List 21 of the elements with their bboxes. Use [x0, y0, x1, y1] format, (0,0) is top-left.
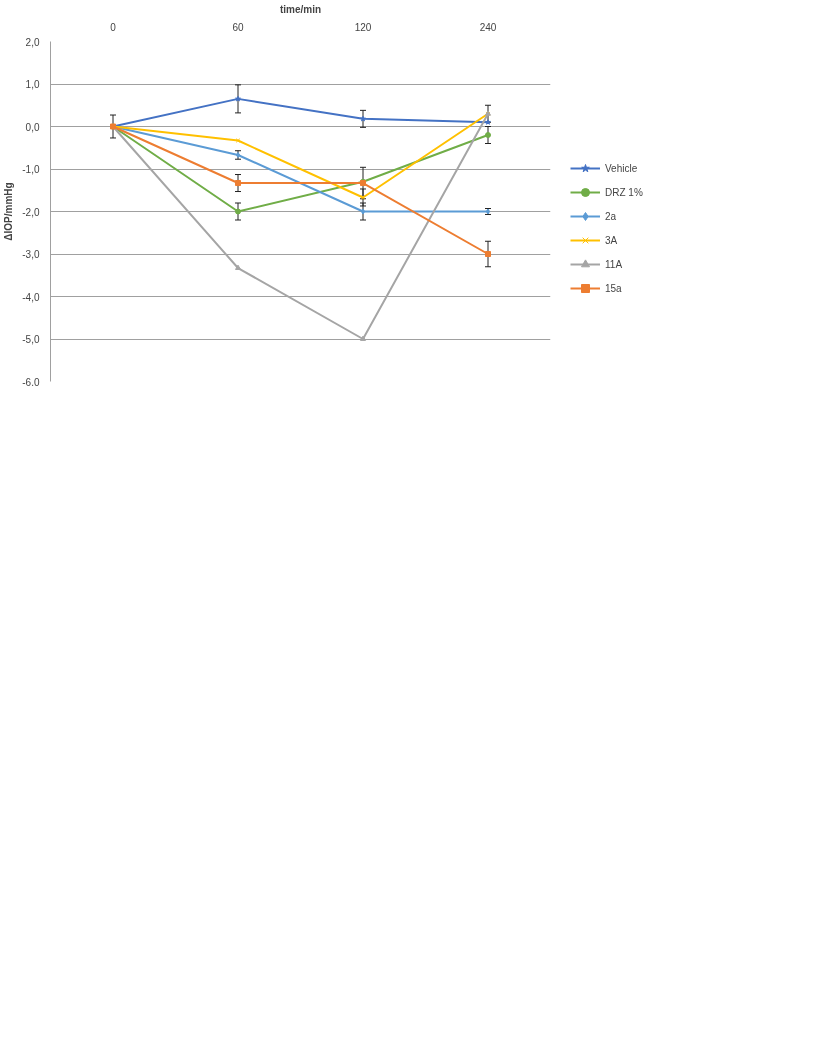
y-tick-label: 0,0 [25, 121, 40, 133]
y-tick-label: -5,0 [22, 334, 40, 345]
y-tick-label: -3,0 [22, 249, 40, 260]
x-axis-title: time/min [279, 3, 322, 15]
legend-label: 11A [605, 258, 624, 270]
y-tick-label: 1,0 [25, 79, 40, 90]
x-tick-label: 240 [479, 21, 497, 33]
legend-label: Vehicle [605, 162, 638, 174]
legend-label: 3A [605, 234, 619, 246]
y-tick-label: -4,0 [22, 291, 40, 303]
y-tick-label: -6,0 [22, 376, 40, 388]
y-tick-label: -1,0 [22, 164, 40, 175]
y-tick-label: 2,0 [25, 36, 40, 48]
legend-label: DRZ 1% [605, 186, 643, 198]
x-tick-label: 0 [110, 21, 117, 33]
x-tick-label: 120 [354, 21, 372, 33]
y-axis-title: ΔIOP/mmHg [3, 182, 15, 241]
y-tick-label: -2,0 [22, 206, 40, 218]
x-tick-label: 60 [232, 21, 244, 33]
legend-label: 15a [605, 282, 623, 294]
legend-label: 2a [605, 210, 618, 222]
